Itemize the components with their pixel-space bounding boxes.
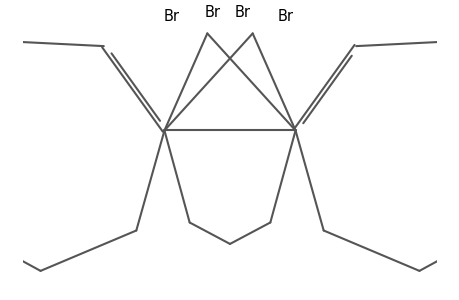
Text: Br: Br [205,5,221,20]
Text: Br: Br [234,5,250,20]
Text: Br: Br [277,8,293,23]
Text: Br: Br [163,8,179,23]
